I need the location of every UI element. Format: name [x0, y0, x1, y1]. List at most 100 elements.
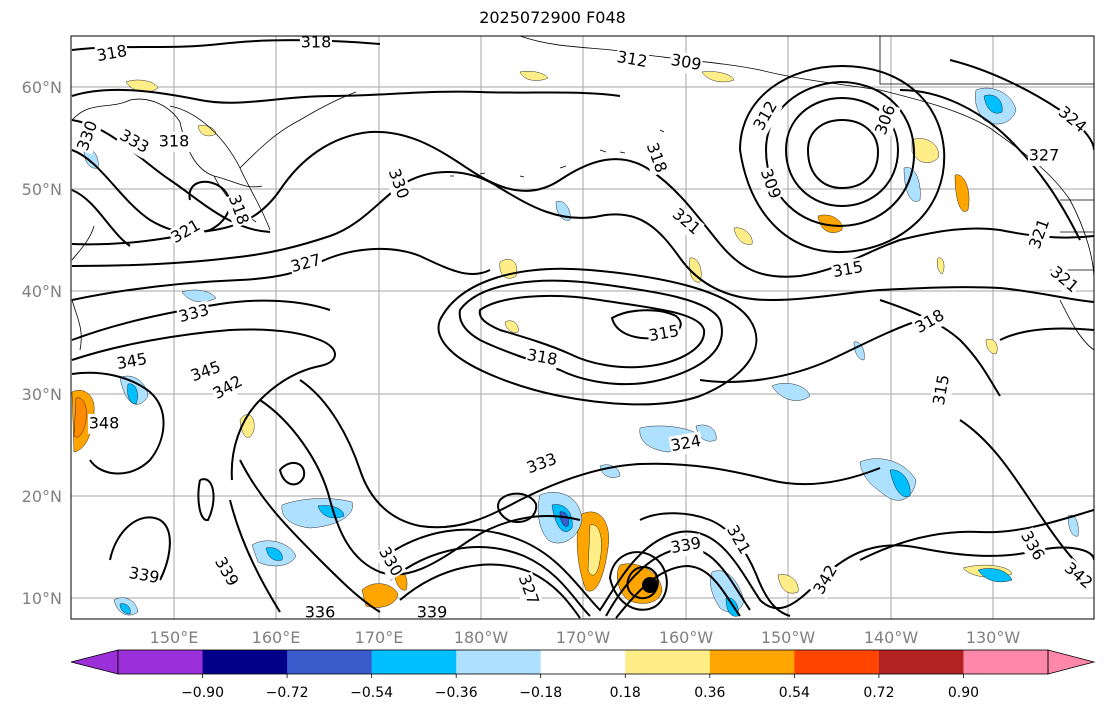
colorbar-tick-label: 0.90 [948, 685, 979, 701]
contour-label: 336 [305, 603, 336, 622]
contour-line [899, 89, 1081, 241]
colorbar-segment [118, 650, 204, 674]
lat-tick-label: 40°N [22, 282, 62, 301]
cool-patch [317, 505, 345, 519]
colorbar-tick-label: −0.18 [519, 685, 562, 701]
contour-line [299, 379, 881, 529]
cool-patch [127, 383, 138, 405]
contour-label-bg [809, 561, 843, 599]
cool-patch [281, 498, 353, 529]
contour-label-bg [524, 345, 560, 371]
contour-line [699, 319, 921, 383]
contour-label-bg [614, 47, 650, 73]
colorbar-extend-max [1047, 649, 1096, 675]
colorbar-segment [202, 650, 288, 674]
contour-label-bg [1053, 102, 1091, 138]
contour-line [71, 299, 331, 341]
longitude-labels: 150°E 160°E 170°E 180°W 170°W 160°W 150°W 140°W… [150, 628, 1021, 647]
contour-line [259, 399, 581, 576]
contour-label-bg [668, 533, 704, 559]
warm-patch [73, 397, 87, 438]
contour-label-bg [646, 321, 682, 347]
cool-patch [559, 511, 569, 527]
cool-patch [265, 547, 283, 561]
contour-line [71, 328, 336, 481]
contour-label-bg [304, 603, 336, 623]
contour-label: 327 [1029, 146, 1060, 165]
contour-label-bg [668, 431, 704, 457]
colorbar-extend-min [70, 649, 119, 675]
contour-label-bg [1028, 146, 1060, 166]
contour-label-bg [223, 191, 253, 229]
contour-line [71, 371, 165, 475]
contour-label-bg [175, 300, 213, 328]
contour-line [478, 294, 706, 369]
lon-tick-label: 160°W [659, 628, 714, 647]
contour-line [949, 59, 1094, 151]
contour-label-bg [755, 165, 785, 203]
contour-label-bg [523, 449, 561, 479]
contour-label-bg [416, 603, 448, 623]
contour-line [739, 64, 946, 254]
lon-tick-label: 170°W [556, 628, 611, 647]
warm-patch [817, 214, 843, 233]
colorbar-segment [625, 650, 711, 674]
colorbar-segment [371, 650, 457, 674]
warm-patch [239, 414, 255, 438]
lat-tick-label: 30°N [22, 385, 62, 404]
lat-tick-label: 60°N [22, 78, 62, 97]
colorbar-segment [287, 650, 373, 674]
contour-label-bg [721, 521, 755, 559]
contour-label-bg [158, 132, 190, 152]
contour-line [71, 189, 131, 247]
lon-tick-label: 180°W [454, 628, 509, 647]
contour-line [879, 299, 1001, 397]
lon-tick-label: 160°E [252, 628, 301, 647]
colorbar-segment [794, 650, 880, 674]
contour-label-bg [187, 357, 225, 387]
contour-line [71, 130, 1094, 278]
colorbar-tick-label: −0.36 [435, 685, 478, 701]
colorbar-tick-label: 0.36 [694, 685, 725, 701]
contour-line [497, 492, 538, 523]
warm-patch [519, 71, 549, 81]
contour-label-bg [513, 571, 543, 609]
contour-label-bg [300, 33, 332, 53]
contour-label-bg [383, 165, 413, 203]
lat-tick-label: 20°N [22, 487, 62, 506]
contour-line [458, 279, 723, 386]
contour-label-bg [1025, 215, 1055, 253]
contour-line [999, 327, 1094, 341]
contour-label-bg [1059, 558, 1097, 594]
colorbar-tick-label: −0.90 [181, 685, 224, 701]
coastline-asia [71, 98, 263, 351]
contour-line [379, 528, 1094, 612]
cool-patch [889, 469, 911, 498]
cool-patch [771, 383, 811, 401]
warm-patch [985, 338, 998, 355]
colorbar-tick-label: −0.54 [350, 685, 393, 701]
colorbar-segment [709, 650, 795, 674]
contour-line [109, 516, 171, 581]
contour-label-bg [830, 257, 866, 283]
warm-patch [587, 524, 602, 576]
warm-patch [954, 174, 970, 212]
map-border [70, 35, 1095, 620]
lon-tick-label: 130°W [966, 628, 1021, 647]
colorbar-tick-label: 0.72 [863, 685, 894, 701]
lat-tick-label: 50°N [22, 180, 62, 199]
contour-label-bg [287, 250, 325, 278]
lon-tick-label: 140°W [864, 628, 919, 647]
colorbar-tick-label: −0.72 [266, 685, 309, 701]
warm-patch [701, 71, 735, 83]
contour-label-bg [1015, 527, 1049, 565]
contour-label-bg [94, 41, 130, 67]
contour-line [71, 170, 1094, 303]
colorbar-outline [117, 649, 1049, 675]
contour-lines [71, 39, 1094, 619]
contour-line [806, 118, 880, 190]
lon-tick-label: 170°E [355, 628, 404, 647]
map-title: 2025072900 F048 [479, 8, 626, 27]
contour-label: 318 [159, 132, 190, 151]
